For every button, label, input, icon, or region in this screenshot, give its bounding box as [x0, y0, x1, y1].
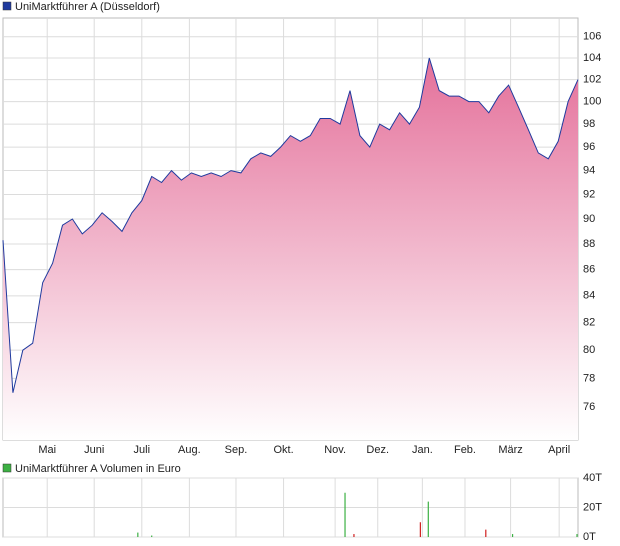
volume-bar — [151, 535, 153, 537]
y-tick-label: 40T — [583, 472, 602, 484]
y-tick-label: 76 — [583, 401, 595, 413]
x-tick-label: Nov. — [324, 444, 346, 456]
y-tick-label: 96 — [583, 141, 595, 153]
price-line — [2, 57, 579, 393]
chart-title: UniMarktführer A (Düsseldorf) — [15, 1, 160, 13]
volume-bar — [137, 532, 139, 537]
x-tick-label: April — [548, 444, 570, 456]
x-tick-label: Juli — [134, 444, 151, 456]
volume-bar — [485, 529, 487, 537]
y-tick-label: 88 — [583, 238, 595, 250]
chart-title: UniMarktführer A Volumen in Euro — [15, 463, 181, 475]
x-tick-label: Feb. — [454, 444, 476, 456]
x-tick-label: Mai — [38, 444, 56, 456]
y-tick-label: 100 — [583, 96, 601, 108]
y-tick-label: 0T — [583, 531, 596, 543]
x-tick-label: Jan. — [412, 444, 433, 456]
y-tick-label: 94 — [583, 164, 595, 176]
y-tick-label: 98 — [583, 118, 595, 130]
y-tick-label: 92 — [583, 188, 595, 200]
x-tick-label: Okt. — [273, 444, 293, 456]
volume-bar — [511, 534, 514, 537]
legend-swatch — [2, 1, 12, 11]
y-tick-label: 78 — [583, 372, 595, 384]
area-fill — [3, 58, 578, 440]
volume-bar — [344, 492, 346, 537]
y-tick-label: 102 — [583, 73, 601, 85]
y-tick-label: 80 — [583, 344, 595, 356]
x-tick-label: Aug. — [178, 444, 201, 456]
y-tick-label: 90 — [583, 213, 595, 225]
y-tick-label: 20T — [583, 501, 602, 513]
volume-bar — [576, 534, 578, 537]
x-tick-label: März — [498, 444, 522, 456]
legend-swatch — [2, 463, 12, 473]
y-tick-label: 86 — [583, 264, 595, 276]
x-tick-label: Juni — [84, 444, 104, 456]
y-tick-label: 106 — [583, 31, 601, 43]
y-tick-label: 84 — [583, 290, 595, 302]
x-tick-label: Sep. — [225, 444, 248, 456]
y-tick-label: 82 — [583, 317, 595, 329]
volume-bar — [419, 522, 421, 537]
y-tick-label: 104 — [583, 52, 601, 64]
x-tick-label: Dez. — [366, 444, 389, 456]
volume-bar — [353, 534, 355, 537]
volume-bar — [427, 501, 429, 537]
